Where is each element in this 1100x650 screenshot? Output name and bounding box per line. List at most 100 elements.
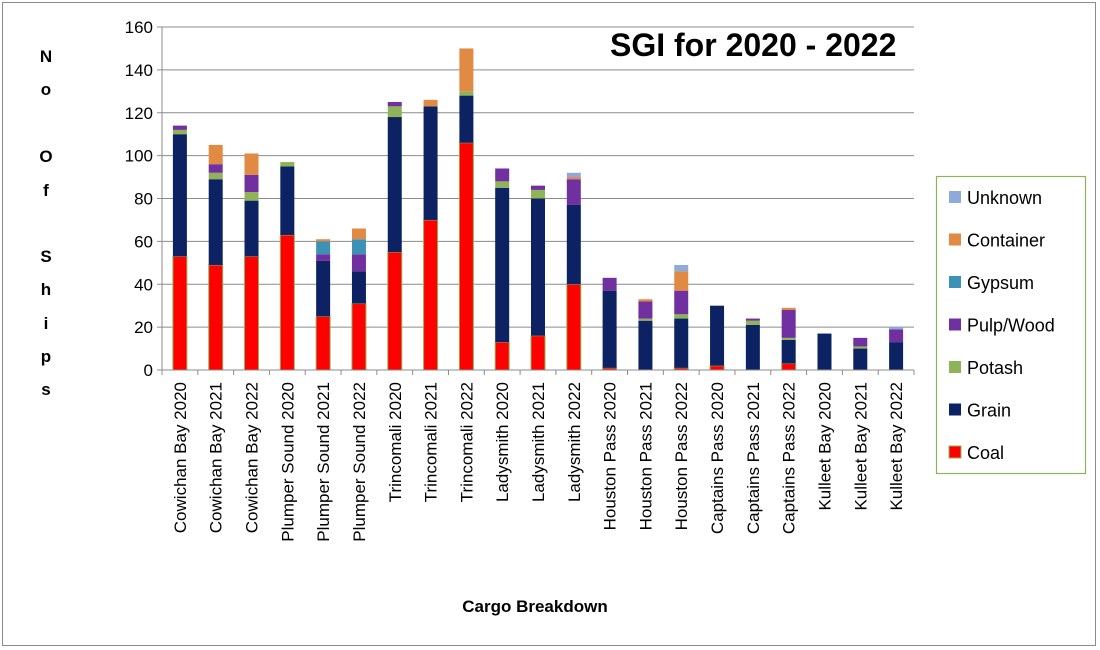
- bar-segment-coal: [172, 255, 188, 371]
- legend-swatch: [949, 361, 961, 373]
- y-axis-label-letter: s: [41, 380, 50, 399]
- bar-segment-potash: [531, 189, 545, 199]
- legend-label: Gypsum: [967, 273, 1034, 293]
- legend-swatch: [949, 403, 961, 416]
- x-tick-label: Cowichan Bay 2022: [243, 382, 262, 533]
- legend-label: Potash: [967, 358, 1023, 378]
- bar-segment-coal: [494, 341, 510, 371]
- x-tick-label: Plumper Sound 2021: [314, 382, 333, 542]
- x-tick-label: Trincomali 2021: [422, 382, 441, 502]
- bar-segment-container: [566, 177, 581, 180]
- bar-segment-pulp-wood: [172, 125, 187, 130]
- legend-label: Coal: [967, 443, 1004, 463]
- bar-segment-potash: [495, 181, 510, 188]
- bar-segment-grain: [459, 95, 474, 143]
- legend-label: Pulp/Wood: [967, 316, 1055, 336]
- bar-segment-potash: [459, 91, 474, 96]
- x-tick-label: Cowichan Bay 2020: [171, 382, 190, 533]
- x-tick-label: Captains Pass 2022: [780, 382, 799, 534]
- y-axis-label-letter: h: [41, 280, 51, 299]
- bar-segment-potash: [853, 346, 868, 349]
- bar-segment-coal: [709, 365, 725, 371]
- y-axis-label-letter: o: [41, 80, 51, 99]
- bar-segment-coal: [244, 255, 260, 371]
- bar-segment-container: [208, 144, 223, 165]
- legend-box: [935, 175, 1087, 475]
- x-tick-label: Cowichan Bay 2021: [207, 382, 226, 533]
- bar-segment-container: [638, 299, 653, 302]
- bar-segment-grain: [387, 117, 402, 253]
- y-tick-labels: 0 20 40 60 80 100 120 140 160: [125, 18, 162, 380]
- bar-segment-container: [316, 239, 331, 242]
- y-tick-label: 0: [144, 361, 153, 380]
- bar-segment-grain: [208, 179, 223, 265]
- bar-segment-grain: [853, 348, 868, 370]
- y-tick-label: 80: [134, 190, 153, 209]
- bar-segment-pulp-wood: [638, 301, 653, 319]
- y-axis-label-letter: p: [41, 347, 51, 366]
- bar-segment-unknown: [566, 172, 581, 178]
- legend-label: Grain: [967, 401, 1011, 421]
- x-tick-label: Kulleet Bay 2020: [815, 382, 834, 511]
- bar-segment-gypsum: [351, 239, 366, 255]
- bar-segment-potash: [638, 318, 653, 321]
- bar-segment-pulp-wood: [495, 168, 510, 182]
- bar-segment-coal: [208, 264, 224, 371]
- bar-segment-coal: [279, 234, 295, 371]
- bar-segment-unknown: [889, 327, 904, 330]
- bar-segment-pulp-wood: [351, 254, 366, 272]
- bar-segment-grain: [745, 324, 760, 370]
- x-tick-label: Houston Pass 2021: [636, 382, 655, 530]
- x-tick-label: Kulleet Bay 2022: [887, 382, 906, 511]
- y-tick-label: 160: [125, 18, 153, 37]
- bar-segment-potash: [745, 320, 760, 325]
- legend: Unknown Container Gypsum Pulp/Wood Potash Gra…: [935, 175, 1087, 475]
- x-axis-label: Cargo Breakdown: [462, 597, 607, 616]
- bar-segment-grain: [889, 342, 904, 370]
- y-axis-label-letter: O: [39, 147, 52, 166]
- bar-segment-grain: [351, 271, 366, 304]
- bar-segment-grain: [566, 204, 581, 285]
- bar-segment-pulp-wood: [244, 174, 259, 193]
- bar-segment-pulp-wood: [853, 337, 868, 347]
- y-tick-label: 140: [125, 61, 153, 80]
- bar-segment-coal: [387, 251, 403, 371]
- bar-segment-grain: [638, 320, 653, 370]
- legend-swatch: [949, 276, 961, 288]
- legend-swatch: [949, 191, 961, 203]
- bar-segment-grain: [495, 187, 510, 343]
- bar-segment-pulp-wood: [781, 309, 796, 338]
- bar-segment-pulp-wood: [387, 102, 402, 107]
- y-axis-label-letter: i: [44, 314, 49, 333]
- bar-segment-pulp-wood: [208, 164, 223, 173]
- chart-title: SGI for 2020 - 2022: [610, 27, 896, 63]
- y-tick-label: 40: [134, 275, 153, 294]
- bar-segment-pulp-wood: [602, 277, 617, 291]
- bar-segment-pulp-wood: [745, 318, 760, 321]
- bar-segment-potash: [244, 192, 259, 201]
- legend-label: Unknown: [967, 188, 1042, 208]
- x-tick-label: Houston Pass 2020: [601, 382, 620, 530]
- y-tick-label: 100: [125, 147, 153, 166]
- bar-segment-coal: [423, 219, 439, 371]
- x-tick-label: Trincomali 2022: [457, 382, 476, 502]
- bar-segment-pulp-wood: [316, 254, 331, 261]
- bar-segment-unknown: [674, 264, 689, 272]
- bar-segment-grain: [674, 318, 689, 368]
- x-tick-label: Trincomali 2020: [386, 382, 405, 502]
- legend-label: Container: [967, 231, 1045, 251]
- bar-segment-grain: [781, 339, 796, 364]
- y-tick-label: 20: [134, 318, 153, 337]
- y-tick-label: 120: [125, 104, 153, 123]
- y-tick-label: 60: [134, 232, 153, 251]
- bar-segment-grain: [316, 260, 331, 317]
- bar-segment-gypsum: [316, 241, 331, 255]
- bar-segment-grain: [172, 134, 187, 257]
- bar-segment-coal: [351, 303, 367, 371]
- y-axis-label-letter: S: [40, 247, 51, 266]
- bar-segment-coal: [530, 335, 546, 371]
- bar-segment-container: [351, 228, 366, 240]
- x-tick-labels: Cowichan Bay 2020 Cowichan Bay 2021 Cowich…: [171, 382, 906, 542]
- bar-segment-potash: [781, 337, 796, 340]
